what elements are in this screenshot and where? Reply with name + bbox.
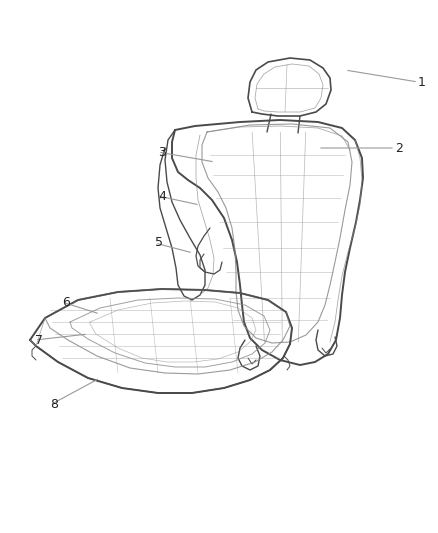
Text: 5: 5 xyxy=(155,237,163,249)
Text: 8: 8 xyxy=(50,399,58,411)
Text: 1: 1 xyxy=(418,76,426,88)
Text: 2: 2 xyxy=(395,141,403,155)
Text: 3: 3 xyxy=(158,146,166,158)
Text: 4: 4 xyxy=(158,190,166,203)
Text: 7: 7 xyxy=(35,334,43,346)
Text: 6: 6 xyxy=(62,295,70,309)
